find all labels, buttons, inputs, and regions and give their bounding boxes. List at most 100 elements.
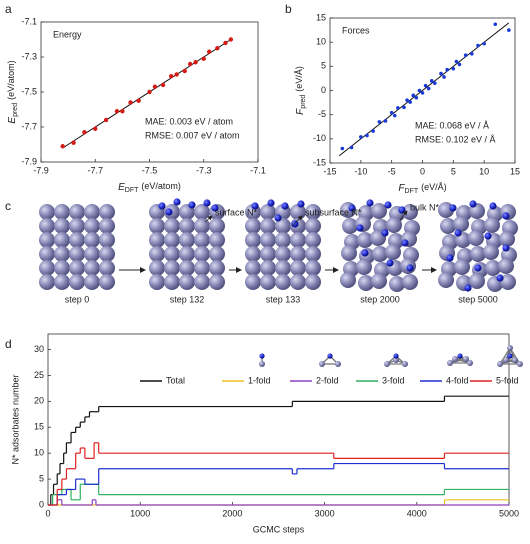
point — [215, 46, 220, 51]
atom — [385, 244, 401, 260]
y-tick-label: 20 — [34, 396, 44, 406]
atom — [305, 274, 321, 290]
y-tick-label: 10 — [34, 448, 44, 458]
point — [451, 66, 456, 71]
point — [60, 144, 65, 149]
legend-label: 3-fold — [382, 375, 405, 385]
x-tick-label: -7.5 — [142, 165, 158, 175]
point — [340, 146, 345, 151]
axis-unit: (eV/atom) — [6, 60, 16, 100]
y-axis-label: Fpred (eV/Å) — [294, 66, 306, 115]
legend-atom — [327, 353, 333, 359]
point — [103, 117, 109, 123]
point — [128, 100, 133, 105]
atom — [454, 259, 470, 275]
n-atom — [203, 199, 211, 207]
n-atom — [406, 264, 414, 272]
legend-atom — [497, 361, 503, 367]
atom — [372, 246, 388, 262]
atom — [275, 218, 291, 234]
atom — [342, 218, 358, 234]
y-tick-label: -10 — [313, 133, 326, 143]
point — [228, 37, 234, 42]
n-atom — [173, 198, 181, 206]
annotation: MAE: 0.003 eV / atom — [145, 116, 233, 126]
point — [389, 110, 394, 115]
axis-symbol: E — [118, 182, 125, 193]
atom — [275, 246, 291, 262]
atom — [389, 276, 405, 292]
atom — [149, 246, 165, 262]
point — [365, 133, 369, 138]
point — [417, 88, 422, 93]
axis-unit: (eV/atom) — [141, 181, 181, 191]
point — [174, 72, 179, 77]
x-tick-label: 5000 — [499, 508, 519, 518]
n-atom — [297, 200, 305, 208]
atom — [164, 232, 180, 248]
atom — [371, 273, 387, 289]
atom — [69, 218, 85, 234]
legend-label: 4-fold — [446, 375, 469, 385]
panel-label: c — [5, 199, 11, 213]
atom — [484, 217, 500, 233]
atom — [54, 246, 70, 262]
panel-label: d — [5, 337, 12, 351]
n-atom — [449, 204, 457, 212]
point — [408, 100, 412, 104]
legend-label: 5-fold — [496, 375, 519, 385]
annotation: MAE: 0.068 eV / Å — [415, 120, 489, 130]
point — [442, 75, 446, 79]
step-label: step 5000 — [458, 294, 498, 304]
point — [392, 113, 397, 118]
atom — [290, 232, 306, 248]
atom — [402, 204, 418, 220]
atom — [356, 259, 372, 275]
atom — [260, 232, 276, 248]
atom — [245, 260, 261, 276]
atom — [194, 260, 210, 276]
n-atom — [356, 224, 364, 232]
legend-atom — [393, 353, 399, 359]
point — [420, 91, 425, 95]
point — [439, 71, 443, 76]
atom — [84, 274, 100, 290]
n-atom — [502, 244, 510, 252]
atom — [209, 246, 225, 262]
atom — [209, 260, 225, 276]
point — [169, 74, 174, 79]
point — [160, 82, 166, 88]
annotation-arrow — [399, 210, 408, 221]
n-atom — [361, 249, 369, 257]
n-atom — [484, 232, 492, 240]
atom — [500, 274, 516, 290]
y-axis-label: N* adsorbates number — [10, 374, 20, 464]
y-axis-label: Epred (eV/atom) — [6, 60, 18, 123]
n-atom — [158, 202, 166, 210]
axis-symbol: F — [398, 183, 405, 194]
legend-atom — [507, 345, 513, 351]
legend-atom — [319, 361, 325, 367]
atom — [164, 260, 180, 276]
n-atom — [348, 204, 356, 212]
point — [120, 109, 125, 114]
n-atom — [274, 214, 282, 222]
atom — [305, 246, 321, 262]
atom — [39, 232, 55, 248]
atom — [84, 204, 100, 220]
x-tick-label: -7.7 — [87, 165, 103, 175]
axis-symbol: E — [7, 117, 18, 124]
atom — [54, 260, 70, 276]
atom — [386, 217, 402, 233]
x-tick-label: -7.1 — [250, 165, 266, 175]
point — [359, 135, 363, 139]
atom — [39, 204, 55, 220]
atom — [438, 272, 454, 288]
atom — [54, 218, 70, 234]
atom — [54, 232, 70, 248]
y-tick-label: -7.3 — [21, 51, 37, 61]
n-atom — [281, 202, 289, 210]
x-tick-label: -5 — [388, 166, 396, 176]
atom — [209, 218, 225, 234]
atom — [84, 218, 100, 234]
